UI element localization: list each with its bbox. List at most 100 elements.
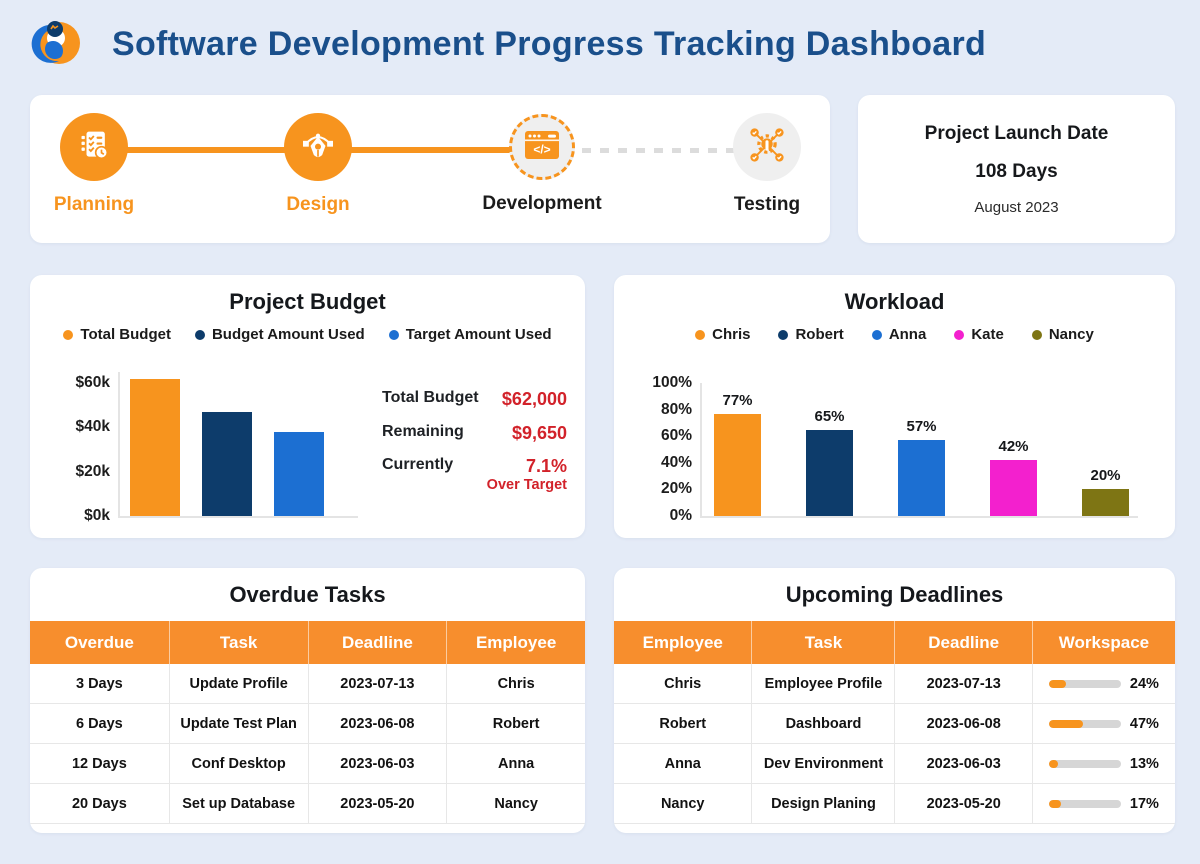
cell-employee: Chris <box>664 675 702 692</box>
legend-dot <box>63 329 74 340</box>
stage-planning: Planning <box>19 113 169 216</box>
table-row: Chris Employee Profile 2023-07-13 24% <box>614 664 1175 704</box>
column-header: Deadline <box>894 621 1031 664</box>
bar-anna: 57% <box>898 418 945 516</box>
progress-bar-track <box>1048 679 1121 688</box>
stage-testing: Testing <box>692 113 842 216</box>
bar-value-label: 42% <box>998 438 1029 456</box>
cell-task: Set up Database <box>168 784 308 823</box>
stage-label-development: Development <box>482 193 602 214</box>
bar-nancy: 20% <box>1082 467 1129 516</box>
overdue-table-title: Overdue Tasks <box>229 582 386 607</box>
legend-label: Total Budget <box>80 326 171 343</box>
planning-stage-circle <box>60 113 128 181</box>
cell-deadline: 2023-06-03 <box>894 744 1031 783</box>
launch-days-value: 108 Days <box>975 160 1058 182</box>
stage-label-planning: Planning <box>53 194 135 215</box>
y-axis-tick-label: $60k <box>75 374 110 392</box>
progress-percent-label: 17% <box>1129 795 1159 812</box>
legend-dot <box>1031 329 1042 340</box>
cell-employee: Anna <box>664 755 701 772</box>
legend-dot <box>695 329 706 340</box>
cell-task: Dev Environment <box>751 744 894 783</box>
progress-percent-label: 24% <box>1129 675 1159 692</box>
bar-value-label: 57% <box>906 418 937 436</box>
budget-bar-chart: $0k $20k $40k $60k <box>76 372 358 524</box>
testing-stage-circle <box>733 113 801 181</box>
legend-dot <box>194 329 205 340</box>
cell-employee: Anna <box>446 744 585 783</box>
bar-kate: 42% <box>990 438 1037 516</box>
brand-logo-icon <box>28 16 80 73</box>
column-header: Overdue <box>64 632 134 652</box>
cell-overdue: 20 Days <box>71 795 127 812</box>
checklist-clock-icon <box>74 125 114 170</box>
cell-overdue: 3 Days <box>75 675 123 692</box>
legend-dot <box>954 329 965 340</box>
stat-label: Remaining <box>382 422 464 440</box>
legend-item-budget-amount-used: Budget Amount Used <box>194 326 365 343</box>
cell-deadline: 2023-06-03 <box>307 744 447 783</box>
stat-value-pct: 7.1% <box>525 456 567 477</box>
stat-value: 7.1% Over Target <box>487 456 567 493</box>
table-row: 3 Days Update Profile 2023-07-13 Chris <box>30 664 585 704</box>
stat-label: Currently <box>382 456 454 474</box>
overdue-tasks-card: Overdue Tasks Overdue Task Deadline Empl… <box>30 568 585 833</box>
cell-workspace: 24% <box>1031 664 1175 703</box>
cell-employee: Chris <box>446 664 585 703</box>
column-header: Employee <box>642 632 723 652</box>
development-stage-circle: </> <box>509 114 575 180</box>
stage-design: Design <box>243 113 393 216</box>
page-title: Software Development Progress Tracking D… <box>112 25 987 63</box>
project-launch-date-card: Project Launch Date 108 Days August 2023 <box>858 95 1175 243</box>
table-row: 6 Days Update Test Plan 2023-06-08 Rober… <box>30 704 585 744</box>
table-row: 12 Days Conf Desktop 2023-06-03 Anna <box>30 744 585 784</box>
bar-value-label: 20% <box>1090 467 1121 485</box>
stage-label-testing: Testing <box>733 194 801 215</box>
legend-label: Kate <box>971 326 1004 343</box>
budget-stat-remaining: Remaining $9,650 <box>382 423 567 444</box>
workload-chart-legend: Chris Robert Anna Kate Nancy <box>614 326 1175 343</box>
cell-employee: Robert <box>659 715 707 732</box>
cell-workspace: 13% <box>1031 744 1175 783</box>
workload-bar-chart: 77% 65% 57% 42% 20% 0% 20% 40% 60% 80% 100% <box>652 374 1138 524</box>
progress-bar-fill <box>1048 719 1083 728</box>
y-axis-tick-label: $20k <box>75 462 110 480</box>
column-header: Workspace <box>1031 621 1175 664</box>
legend-item-total-budget: Total Budget <box>63 326 171 343</box>
column-header: Task <box>751 621 894 664</box>
cell-task: Conf Desktop <box>168 744 308 783</box>
pen-tool-icon <box>298 125 338 170</box>
cell-employee: Nancy <box>446 784 585 823</box>
progress-bar-fill <box>1048 759 1059 768</box>
cell-task: Dashboard <box>751 704 894 743</box>
launch-card-title: Project Launch Date <box>924 122 1109 144</box>
stat-value-sub: Over Target <box>486 477 567 494</box>
cell-deadline: 2023-05-20 <box>894 784 1031 823</box>
table-row: Robert Dashboard 2023-06-08 47% <box>614 704 1175 744</box>
progress-percent-label: 47% <box>1129 715 1159 732</box>
progress-bar-fill <box>1048 799 1062 808</box>
budget-stat-total: Total Budget $62,000 <box>382 389 567 410</box>
cell-task: Update Profile <box>168 664 308 703</box>
bar-robert: 65% <box>806 408 853 516</box>
progress-bar-fill <box>1048 679 1067 688</box>
workload-bars: 77% 65% 57% 42% 20% <box>702 383 1138 516</box>
bar-budget-amount-used <box>202 411 252 516</box>
cell-deadline: 2023-06-08 <box>894 704 1031 743</box>
deadlines-table-header: Employee Task Deadline Workspace <box>614 621 1175 664</box>
legend-dot <box>871 329 882 340</box>
legend-label: Nancy <box>1048 326 1094 343</box>
y-axis-tick-label: 100% <box>652 374 692 391</box>
budget-stat-currently: Currently 7.1% Over Target <box>382 456 567 493</box>
cell-overdue: 6 Days <box>75 715 123 732</box>
progress-bar-track <box>1048 799 1121 808</box>
bar-value-label: 65% <box>814 407 845 425</box>
project-budget-card: Project Budget Total Budget Budget Amount… <box>30 275 585 538</box>
legend-item-chris: Chris <box>695 326 750 343</box>
progress-bar-track <box>1048 759 1121 768</box>
y-axis-tick-label: 40% <box>660 453 692 471</box>
progress-bar-track <box>1048 719 1121 728</box>
budget-bars <box>120 372 358 516</box>
